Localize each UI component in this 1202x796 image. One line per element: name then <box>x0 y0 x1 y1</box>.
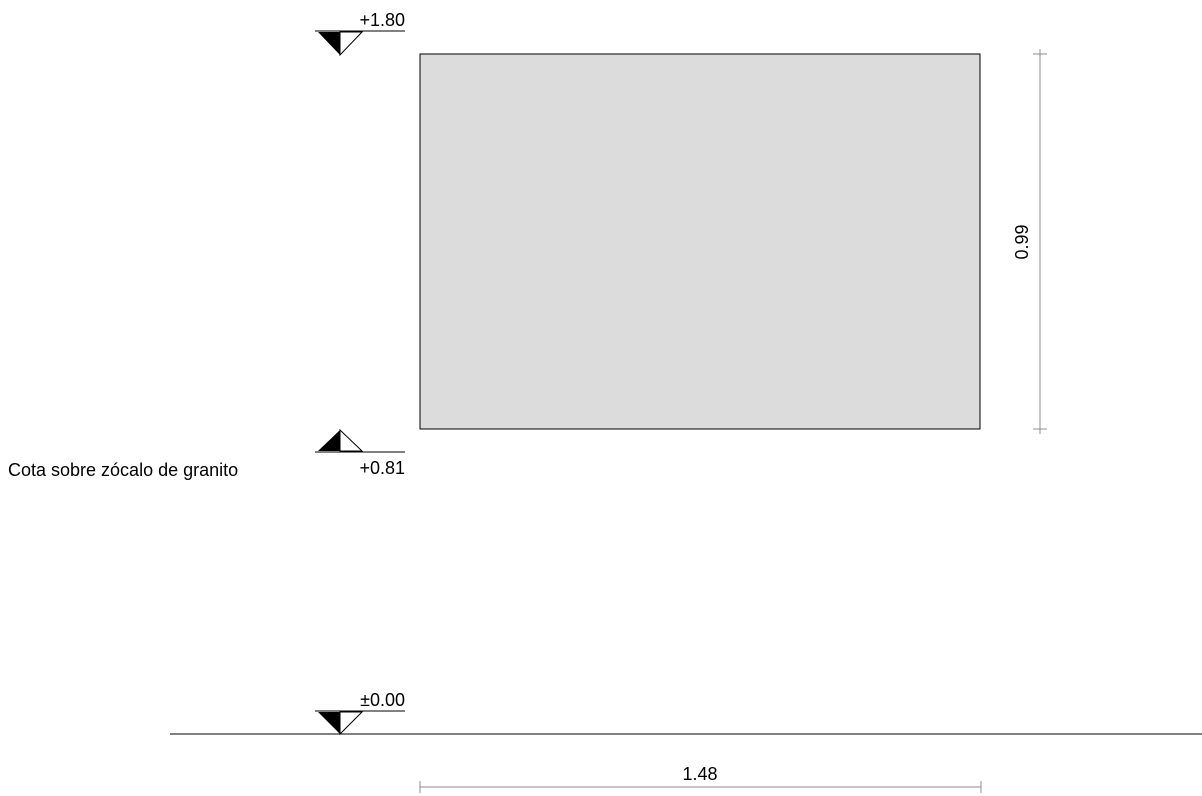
level-ground-label: ±0.00 <box>360 690 405 710</box>
level-top-label: +1.80 <box>359 10 405 30</box>
height-dimension: 0.99 <box>1012 49 1047 434</box>
window-opening <box>419 53 981 430</box>
level-ground-triangle-hollow <box>339 711 364 736</box>
level-marker-ground: ±0.00 <box>315 690 405 736</box>
height-dimension-label: 0.99 <box>1012 224 1032 259</box>
level-sill-label: +0.81 <box>359 458 405 478</box>
width-dimension: 1.48 <box>419 764 982 793</box>
level-top-triangle-solid <box>318 32 340 55</box>
level-top-triangle-hollow <box>339 31 364 57</box>
level-sill-triangle-hollow <box>339 428 364 452</box>
level-marker-top: +1.80 <box>315 10 405 57</box>
level-sill-triangle-solid <box>318 430 340 451</box>
level-sill-note: Cota sobre zócalo de granito <box>8 460 238 480</box>
width-dimension-label: 1.48 <box>682 764 717 784</box>
level-marker-sill: +0.81 Cota sobre zócalo de granito <box>8 428 405 480</box>
level-ground-triangle-solid <box>318 712 340 734</box>
